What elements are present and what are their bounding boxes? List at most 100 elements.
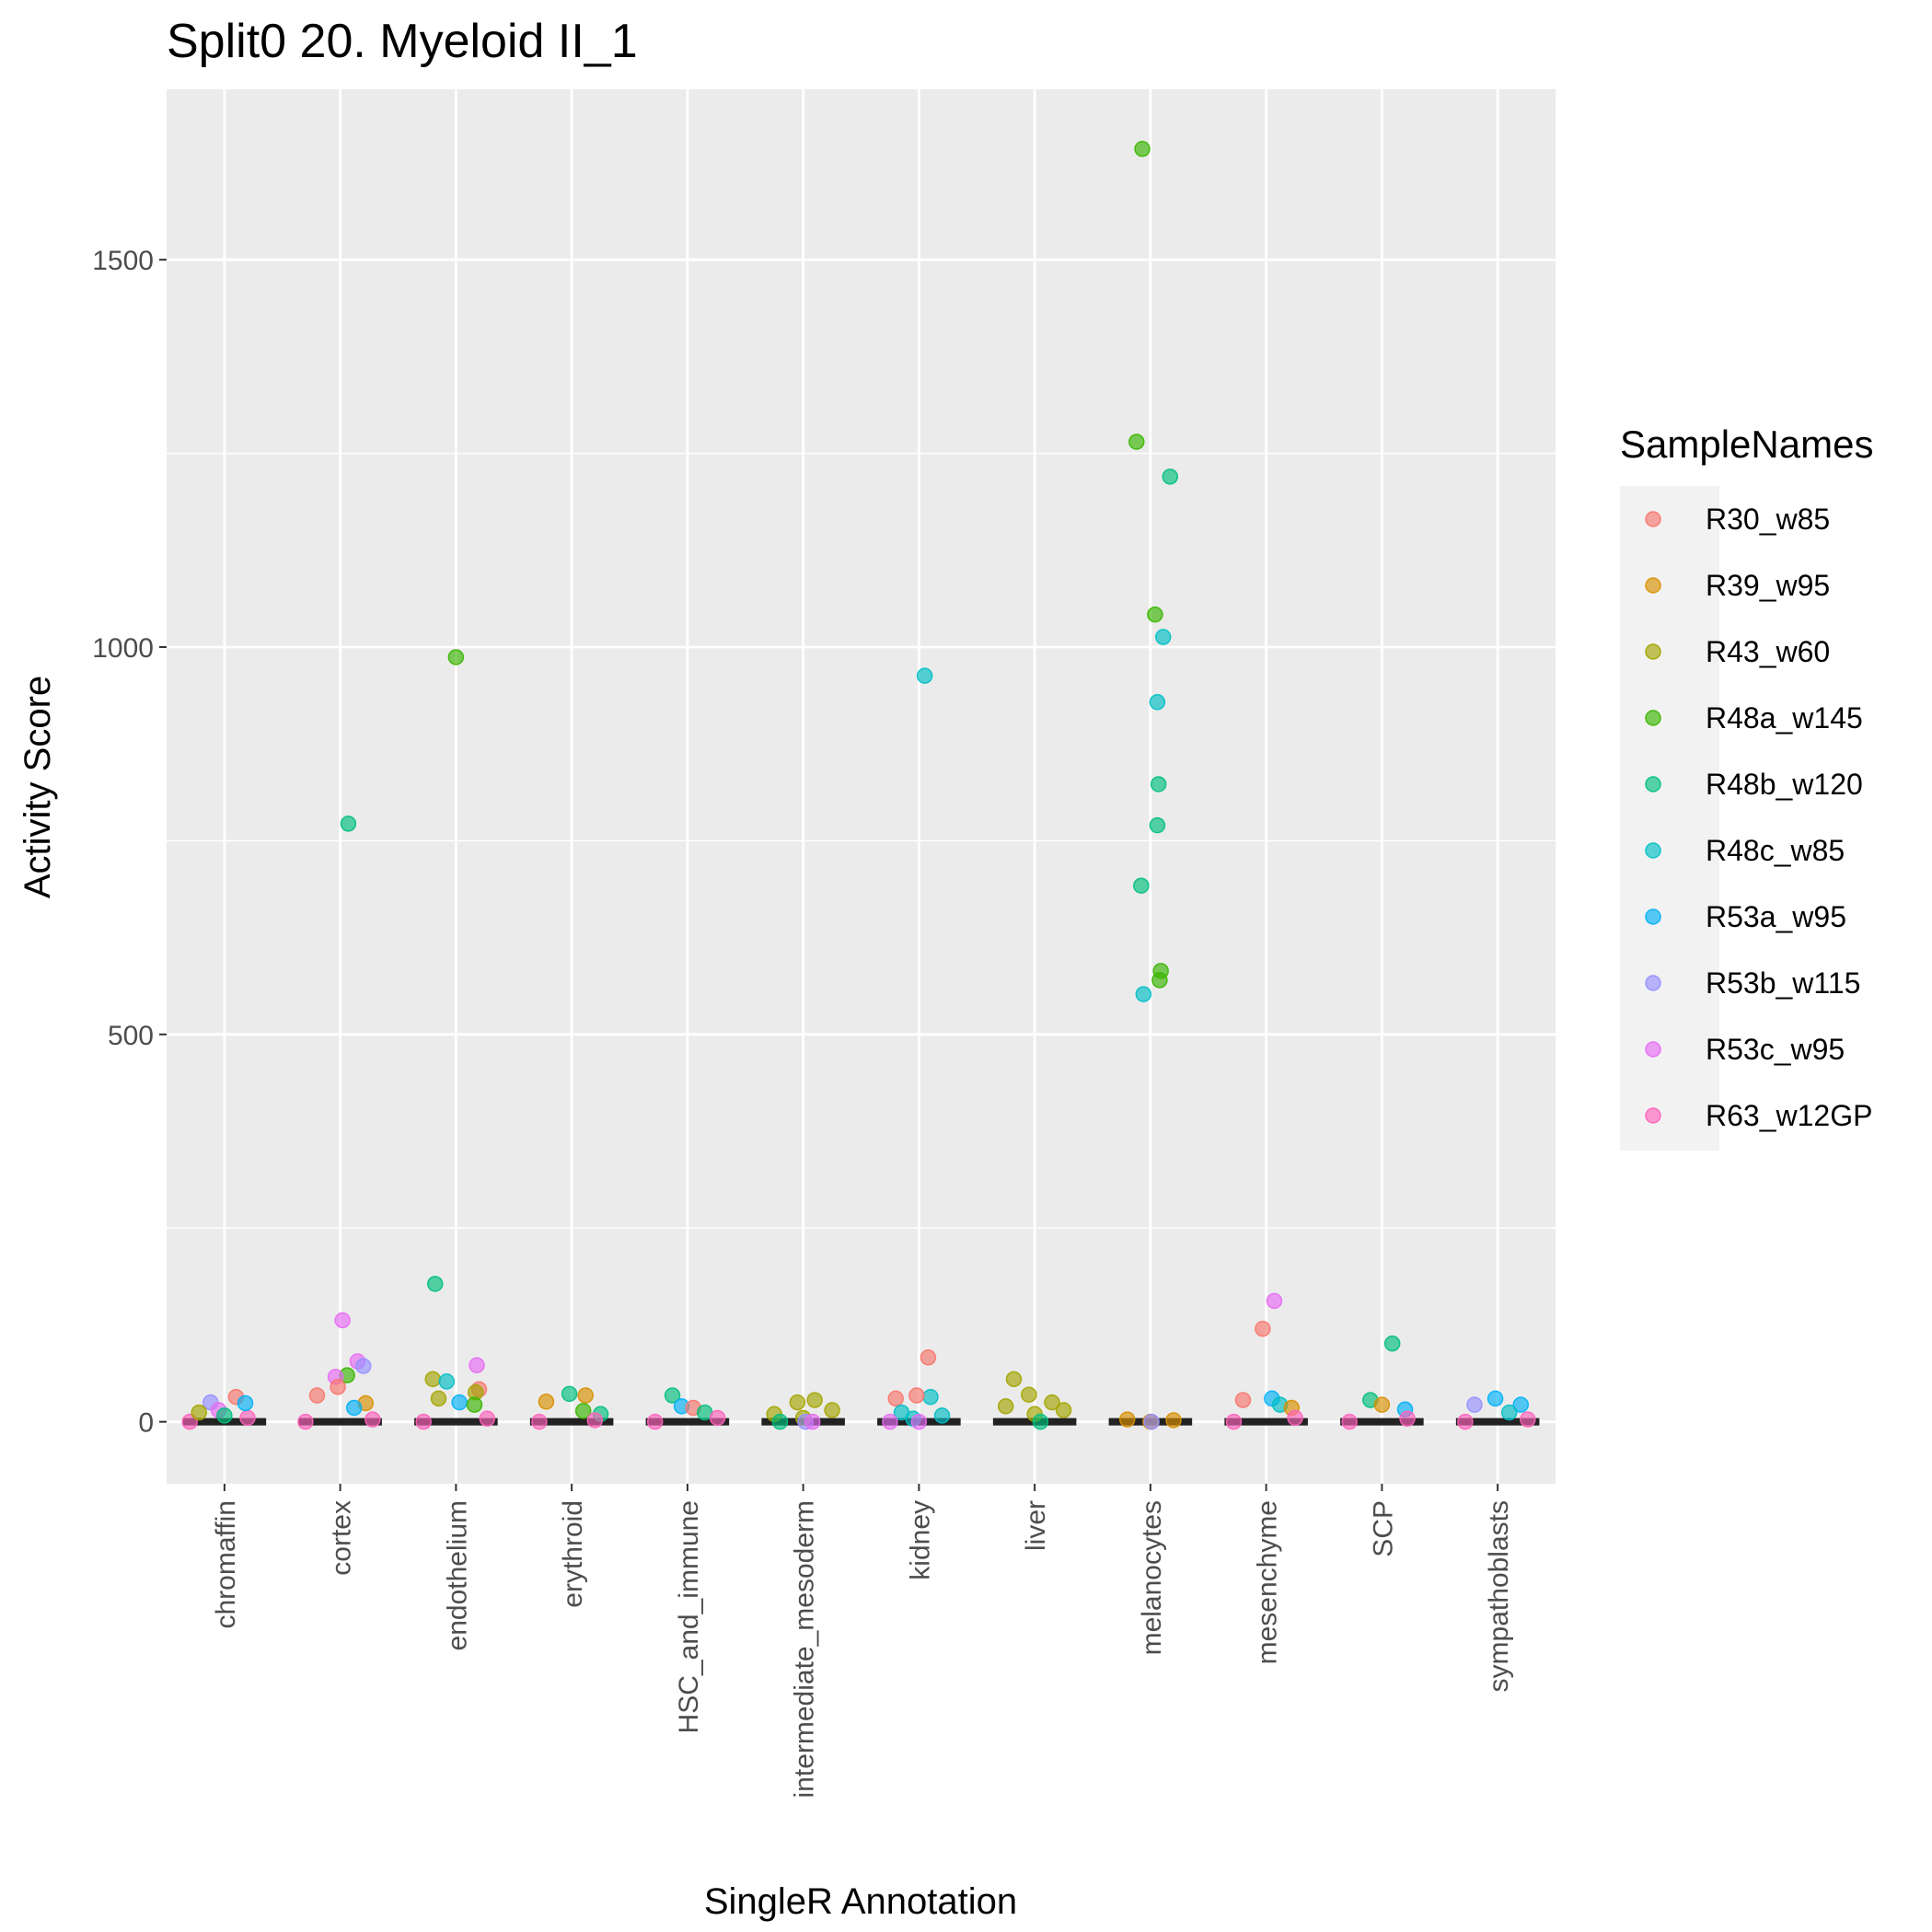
data-point: [1143, 1413, 1160, 1430]
plot-panel: [167, 89, 1556, 1484]
data-point: [239, 1409, 256, 1427]
data-point: [806, 1392, 823, 1408]
data-point: [997, 1398, 1014, 1415]
data-point: [447, 649, 465, 665]
data-point: [824, 1402, 840, 1418]
data-point: [1234, 1392, 1252, 1408]
y-axis-title: Activity Score: [17, 676, 58, 898]
data-point: [191, 1404, 207, 1421]
data-point: [1032, 1413, 1049, 1430]
density-band: [645, 1417, 730, 1426]
legend-label: R43_w60: [1706, 635, 1830, 668]
legend-label: R48c_w85: [1706, 834, 1845, 867]
data-point: [1044, 1394, 1060, 1411]
data-point: [1287, 1409, 1303, 1427]
data-point: [1466, 1396, 1483, 1413]
data-point: [1135, 986, 1152, 1002]
x-tick-label: intermediate_mesoderm: [790, 1500, 820, 1798]
data-point: [1500, 1404, 1518, 1421]
data-point: [887, 1390, 904, 1407]
data-point: [804, 1413, 821, 1430]
data-point: [1133, 877, 1150, 894]
data-point: [1383, 1335, 1401, 1352]
data-point: [538, 1394, 555, 1410]
data-point: [330, 1379, 346, 1395]
x-tick-label: erythroid: [558, 1500, 588, 1608]
legend-key: [1645, 975, 1661, 991]
data-point: [646, 1413, 664, 1430]
legend-title: SampleNames: [1620, 422, 1873, 466]
data-point: [426, 1276, 444, 1292]
data-point: [237, 1394, 254, 1412]
legend-label: R53c_w95: [1706, 1033, 1845, 1066]
data-point: [1149, 816, 1166, 834]
data-point: [1118, 1411, 1136, 1428]
x-tick-label: endothelium: [442, 1500, 472, 1650]
data-point: [424, 1371, 441, 1388]
data-point: [1373, 1396, 1391, 1413]
legend-key: [1645, 776, 1661, 792]
x-tick-label: HSC_and_immune: [674, 1500, 704, 1733]
data-point: [574, 1403, 592, 1419]
data-point: [1021, 1386, 1037, 1403]
data-point: [438, 1373, 456, 1390]
chart-title: Split0 20. Myeloid II_1: [167, 15, 638, 68]
x-tick-label: liver: [1021, 1500, 1051, 1551]
data-point: [297, 1413, 314, 1430]
data-point: [334, 1312, 351, 1329]
data-point: [355, 1358, 372, 1374]
x-tick-label: kidney: [905, 1500, 935, 1580]
data-points: [181, 141, 1536, 1430]
x-axis: chromaffin cortex endothelium erythroid HSC_…: [211, 1484, 1514, 1798]
x-tick-label: sympathoblasts: [1484, 1500, 1514, 1692]
legend-key: [1645, 710, 1661, 726]
data-point: [340, 816, 357, 832]
data-point: [922, 1388, 939, 1406]
data-point: [920, 1349, 937, 1366]
data-point: [789, 1394, 806, 1411]
y-tick-label: 1000: [92, 633, 154, 664]
data-point: [345, 1399, 363, 1417]
density-band: [1455, 1417, 1540, 1426]
legend-key: [1645, 1041, 1661, 1058]
legend: SampleNames R30_w85 R39_w95 R43_w60 R48a_w1…: [1620, 422, 1873, 1151]
data-point: [1055, 1402, 1072, 1418]
data-point: [709, 1409, 726, 1427]
x-tick-label: SCP: [1368, 1500, 1398, 1557]
x-tick-label: mesenchyme: [1253, 1500, 1283, 1664]
x-tick-label: chromaffin: [211, 1500, 241, 1629]
y-axis: 0 500 1000 1500: [92, 246, 167, 1439]
data-point: [882, 1413, 898, 1430]
data-point: [451, 1394, 468, 1411]
legend-key: [1645, 908, 1661, 925]
grid: [167, 89, 1556, 1484]
data-point: [1005, 1371, 1023, 1388]
data-point: [586, 1412, 604, 1429]
data-point: [908, 1387, 925, 1404]
data-point: [1266, 1292, 1283, 1310]
data-point: [1399, 1410, 1416, 1428]
data-point: [1134, 141, 1151, 157]
legend-label: R53b_w115: [1706, 966, 1860, 1000]
data-point: [1147, 606, 1163, 623]
legend-label: R53a_w95: [1706, 900, 1846, 933]
data-point: [479, 1410, 496, 1428]
data-point: [1255, 1320, 1271, 1337]
density-band: [1224, 1417, 1308, 1426]
data-point: [415, 1413, 432, 1430]
data-point: [466, 1396, 483, 1413]
density-band: [1340, 1417, 1424, 1426]
data-point: [469, 1357, 485, 1373]
legend-key: [1645, 643, 1661, 660]
data-point: [1225, 1413, 1243, 1430]
data-point: [1457, 1413, 1474, 1430]
density-band: [529, 1417, 614, 1426]
data-point: [364, 1411, 381, 1428]
x-tick-label: cortex: [327, 1500, 357, 1576]
legend-label: R63_w12GP: [1706, 1099, 1872, 1132]
y-tick-label: 0: [138, 1408, 154, 1439]
legend-key: [1645, 577, 1661, 594]
data-point: [577, 1387, 594, 1404]
data-point: [531, 1413, 548, 1430]
